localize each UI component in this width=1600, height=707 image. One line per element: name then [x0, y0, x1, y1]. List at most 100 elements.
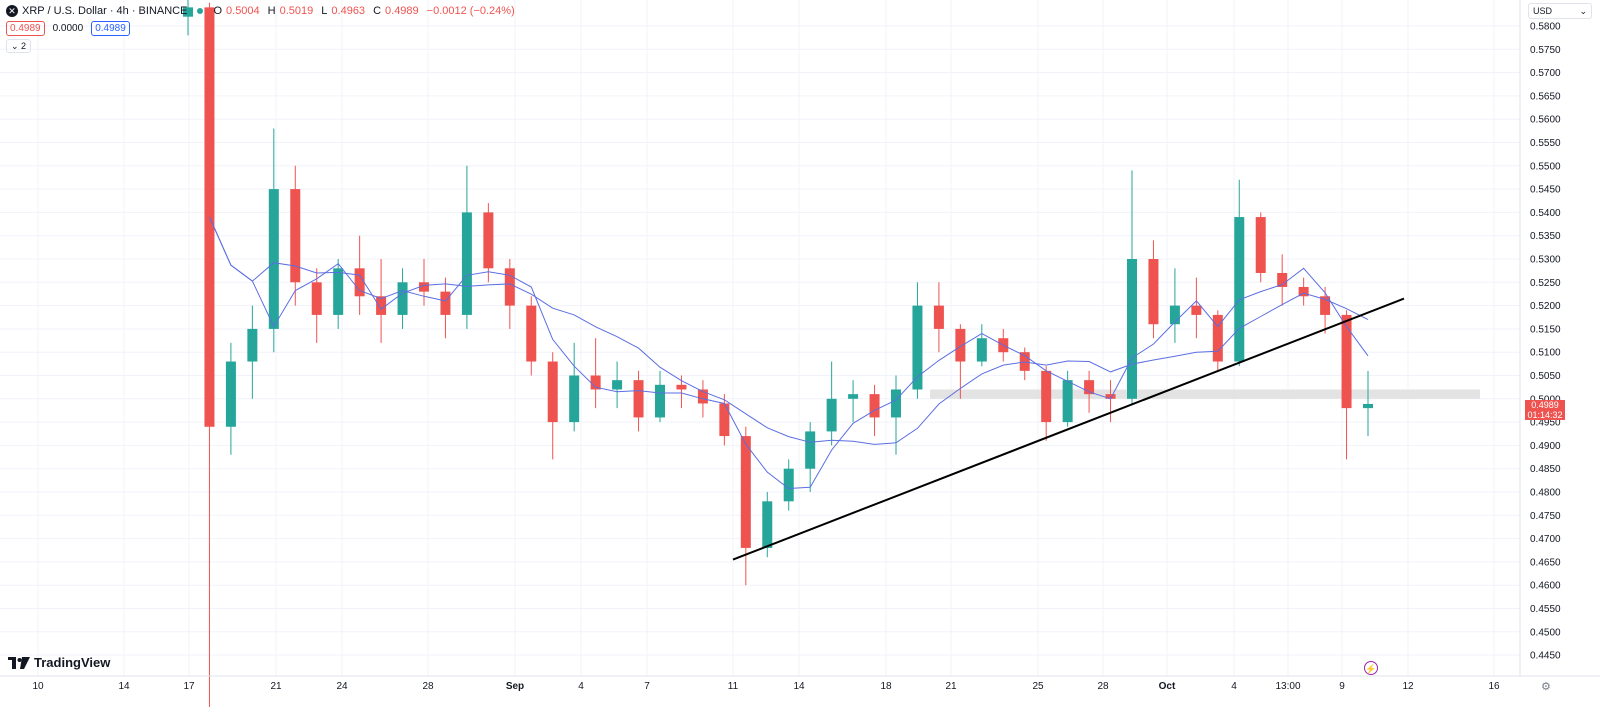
candle-body: [290, 189, 301, 283]
bar-countdown: 01:14:32: [1527, 410, 1563, 420]
symbol-title[interactable]: XRP / U.S. Dollar · 4h · BINANCE: [22, 5, 188, 17]
candle-body: [376, 296, 387, 315]
candle-body: [569, 375, 580, 423]
candle-body: [333, 268, 344, 315]
candle-body: [440, 291, 451, 315]
x-tick-label: 12: [1402, 681, 1414, 692]
y-tick-label: 0.4800: [1530, 488, 1561, 499]
y-tick-label: 0.5200: [1530, 301, 1561, 312]
candle-body: [590, 375, 601, 390]
trendline-drawing[interactable]: [732, 297, 1405, 561]
candle-body: [976, 338, 987, 362]
lightning-icon[interactable]: ⚡: [1364, 661, 1378, 675]
x-tick-label: 28: [1097, 681, 1109, 692]
y-tick-label: 0.5700: [1530, 68, 1561, 79]
trendline[interactable]: [732, 297, 1405, 561]
x-tick-label: 17: [183, 681, 195, 692]
x-tick-label: 16: [1488, 681, 1500, 692]
candle-body: [891, 389, 901, 418]
tradingview-logo[interactable]: TradingView: [8, 655, 110, 670]
x-tick-label: 18: [880, 681, 892, 692]
candle-body: [354, 268, 365, 297]
low-value: 0.4963: [331, 5, 366, 17]
x-tick-label: 14: [118, 681, 130, 692]
bid-badge[interactable]: 0.4989: [6, 21, 45, 36]
candle-body: [461, 212, 472, 315]
last-price-label: 0.4989 01:14:32: [1525, 400, 1565, 420]
y-tick-label: 0.5400: [1530, 208, 1561, 219]
y-tick-label: 0.5750: [1530, 45, 1561, 56]
candle-body: [1148, 259, 1159, 325]
moving-average-line: [209, 216, 1369, 490]
y-tick-label: 0.4750: [1530, 511, 1561, 522]
y-tick-label: 0.5500: [1530, 161, 1561, 172]
x-tick-label: 4: [1231, 681, 1237, 692]
moving-average-line: [209, 216, 1369, 445]
candle-body: [1084, 380, 1095, 395]
candle-body: [1320, 296, 1331, 315]
y-tick-label: 0.5800: [1530, 22, 1561, 33]
x-tick-label: 28: [422, 681, 434, 692]
y-tick-label: 0.4700: [1530, 534, 1561, 545]
currency-selector[interactable]: USD ⌄: [1528, 3, 1592, 19]
indicators-collapse-button[interactable]: ⌄ 2: [6, 39, 32, 53]
zone-rect: [930, 389, 1480, 399]
candle-body: [719, 403, 730, 437]
y-tick-label: 0.5450: [1530, 185, 1561, 196]
y-tick-label: 0.4950: [1530, 418, 1561, 429]
y-tick-label: 0.5150: [1530, 324, 1561, 335]
candle-body: [955, 328, 966, 362]
candle-body: [483, 212, 494, 269]
candle-body: [869, 394, 880, 418]
time-axis[interactable]: 10 14 17 21 24 28 Sep 4 7 11 14 18 21 25 28 Oct 4 13:00 9 1…: [32, 681, 1500, 692]
tradingview-logo-icon: [8, 656, 30, 669]
y-tick-label: 0.5600: [1530, 115, 1561, 126]
x-tick-label: 21: [270, 681, 282, 692]
candle-body: [912, 305, 923, 390]
candle-body: [740, 436, 751, 548]
y-tick-label: 0.4900: [1530, 441, 1561, 452]
y-tick-label: 0.4650: [1530, 557, 1561, 568]
candle-body: [504, 268, 515, 306]
candle-body: [762, 501, 773, 548]
ask-badge[interactable]: 0.4989: [91, 21, 130, 36]
candle-body: [183, 7, 193, 17]
price-axis[interactable]: 0.5800 0.5750 0.5700 0.5650 0.5600 0.5550 0.55…: [1530, 22, 1561, 662]
candle-body: [225, 361, 236, 427]
candle-body: [633, 380, 644, 418]
high-value: 0.5019: [279, 5, 314, 17]
candle-body: [1191, 305, 1202, 315]
candle-body: [933, 305, 944, 329]
candle-body: [1277, 272, 1288, 287]
currency-label: USD: [1533, 6, 1553, 16]
market-open-indicator: [197, 8, 204, 14]
candle-body: [1041, 370, 1052, 423]
x-tick-label: 24: [336, 681, 348, 692]
spread-value: 0.0000: [52, 23, 84, 34]
y-tick-label: 0.5350: [1530, 231, 1561, 242]
close-value: 0.4989: [385, 5, 419, 17]
x-tick-label: 9: [1339, 681, 1345, 692]
candle-body: [311, 282, 322, 315]
candle-body: [1105, 394, 1116, 399]
open-value: 0.5004: [226, 5, 260, 17]
candle-body: [1127, 259, 1137, 399]
collapse-row: ⌄ 2: [6, 36, 519, 53]
high-label: H: [267, 5, 276, 17]
candle-body: [1363, 403, 1373, 409]
candle-body: [805, 431, 816, 469]
gear-icon[interactable]: ⚙: [1541, 681, 1551, 693]
close-label: C: [373, 5, 382, 17]
candle-body: [612, 380, 623, 390]
open-label: O: [213, 5, 223, 17]
indicator-count: 2: [21, 41, 27, 51]
y-tick-label: 0.4850: [1530, 464, 1561, 475]
x-tick-label: 4: [578, 681, 584, 692]
candle-body: [783, 468, 794, 502]
y-tick-label: 0.4500: [1530, 627, 1561, 638]
low-label: L: [321, 5, 328, 17]
x-tick-label: 14: [793, 681, 805, 692]
